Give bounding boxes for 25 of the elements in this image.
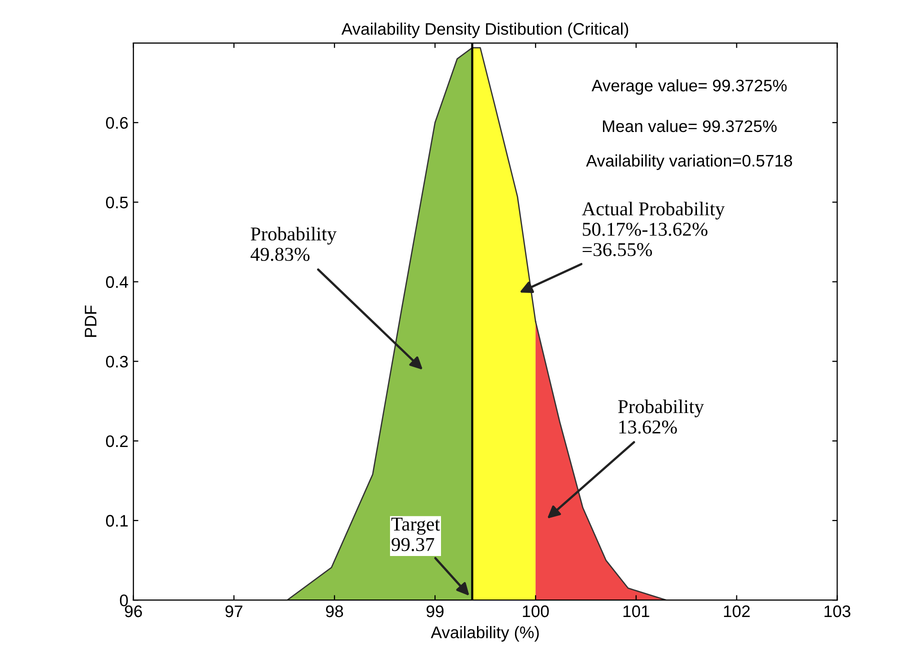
y-tick-label: 0.6 xyxy=(106,116,128,129)
x-tick-label: 100 xyxy=(522,605,549,618)
annotation: Mean value= 99.3725% xyxy=(602,120,777,132)
y-tick-label: 0.4 xyxy=(106,276,128,288)
x-tick-label: 96 xyxy=(124,605,142,618)
x-tick-label: 101 xyxy=(623,605,650,618)
y-tick-label: 0.5 xyxy=(106,196,128,208)
annotation: Probability 49.83% xyxy=(250,226,337,262)
annotation: Target 99.37 xyxy=(391,518,440,552)
y-axis-title: PDF xyxy=(84,306,96,337)
x-tick-label: 98 xyxy=(326,605,344,618)
y-tick-label: 0.3 xyxy=(106,356,128,368)
annotation: Average value= 99.3725% xyxy=(592,79,787,95)
annotation: Actual Probability 50.17%-13.62% =36.55% xyxy=(582,202,725,256)
x-tick-label: 103 xyxy=(824,605,850,618)
x-tick-label: 97 xyxy=(225,605,242,618)
y-tick-label: 0.2 xyxy=(106,435,128,448)
chart-title: Availability Density Distibution (Critical) xyxy=(341,22,628,38)
x-tick-label: 102 xyxy=(724,605,750,618)
annotation: Availability variation=0.5718 xyxy=(586,154,792,170)
y-tick-label: 0 xyxy=(120,594,128,606)
y-tick-label: 0.1 xyxy=(106,514,128,527)
annotation: Probability 13.62% xyxy=(618,400,704,434)
x-tick-label: 99 xyxy=(426,605,444,618)
x-axis-title: Availability (%) xyxy=(430,626,539,642)
